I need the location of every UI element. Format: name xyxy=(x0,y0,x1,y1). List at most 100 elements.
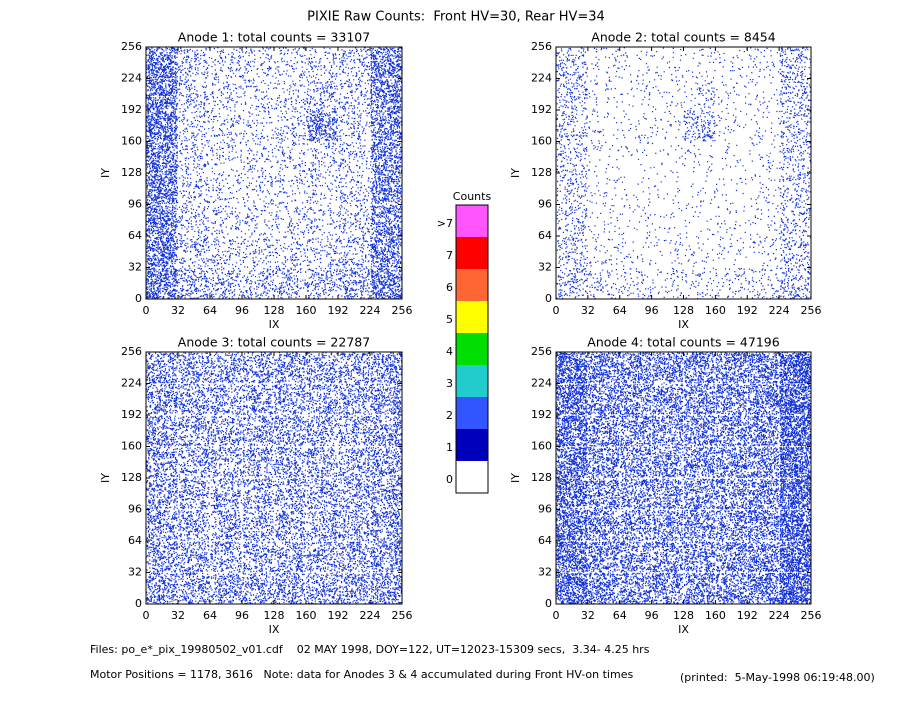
panel-title: Anode 1: total counts = 33107 xyxy=(178,30,370,45)
y-tick-label: 64 xyxy=(538,229,552,242)
density-cell xyxy=(556,446,588,479)
density-cell xyxy=(242,110,274,142)
x-tick-label: 64 xyxy=(613,304,627,317)
density-cell xyxy=(242,383,274,415)
density-cell xyxy=(589,237,620,267)
density-cell xyxy=(587,446,620,479)
density-cell xyxy=(274,478,307,510)
x-tick-label: 160 xyxy=(705,609,726,622)
density-cell xyxy=(749,236,778,267)
y-tick-label: 256 xyxy=(121,345,142,358)
density-cell xyxy=(146,572,179,605)
density-cell xyxy=(370,267,403,300)
x-tick-label: 96 xyxy=(645,304,659,317)
density-cell xyxy=(715,352,748,384)
density-cell xyxy=(210,110,242,142)
density-cell xyxy=(370,446,403,478)
density-cell xyxy=(556,142,588,173)
density-cell xyxy=(210,478,242,510)
density-cell xyxy=(779,236,812,268)
density-cell xyxy=(306,236,339,268)
colorbar-label: 4 xyxy=(446,345,453,358)
density-cell xyxy=(338,478,371,510)
density-cell xyxy=(779,415,812,447)
colorbar-label: 3 xyxy=(446,377,453,390)
density-cell xyxy=(721,143,747,171)
x-tick-label: 128 xyxy=(264,609,285,622)
x-tick-label: 192 xyxy=(737,609,758,622)
density-cell xyxy=(210,573,242,605)
x-tick-label: 0 xyxy=(143,609,150,622)
density-cell xyxy=(556,236,588,267)
y-tick-label: 96 xyxy=(538,503,552,516)
density-cell xyxy=(651,541,684,573)
density-cell xyxy=(651,208,683,237)
x-tick-label: 160 xyxy=(705,304,726,317)
density-cell xyxy=(146,236,179,268)
density-cell xyxy=(716,78,747,110)
density-cell xyxy=(651,478,684,510)
density-cell xyxy=(370,352,403,384)
color-swatch xyxy=(456,365,488,397)
y-tick-label: 0 xyxy=(135,292,142,305)
footer-printed: (printed: 5-May-1998 06:19:48.00) xyxy=(680,671,875,684)
density-cell xyxy=(556,78,588,110)
density-cell xyxy=(651,446,684,479)
density-cell xyxy=(211,47,242,79)
y-tick-label: 224 xyxy=(121,72,142,85)
density-cell xyxy=(556,383,589,415)
density-cell xyxy=(591,47,620,78)
y-axis-label: IY xyxy=(509,473,522,483)
density-cell xyxy=(653,173,681,204)
density-cell xyxy=(210,352,243,384)
density-cell xyxy=(715,206,747,236)
y-tick-label: 96 xyxy=(128,503,142,516)
colorbar-title: Counts xyxy=(453,190,492,203)
x-tick-label: 224 xyxy=(360,609,381,622)
y-tick-label: 160 xyxy=(531,135,552,148)
density-cell xyxy=(338,47,370,79)
density-cell xyxy=(779,47,812,79)
density-cell xyxy=(370,141,403,174)
density-cell xyxy=(242,268,275,300)
density-cell xyxy=(620,237,652,267)
density-cell xyxy=(688,175,716,205)
x-tick-label: 96 xyxy=(235,304,249,317)
y-tick-label: 224 xyxy=(531,72,552,85)
y-tick-label: 160 xyxy=(121,135,142,148)
density-cell xyxy=(747,267,780,299)
density-cell xyxy=(619,509,652,542)
plot-frame xyxy=(555,46,812,300)
density-cell xyxy=(779,352,812,384)
density-cell xyxy=(715,572,748,605)
density-cell xyxy=(370,541,403,573)
density-cell xyxy=(306,383,338,416)
y-axis-label: IY xyxy=(99,168,112,178)
y-tick-label: 64 xyxy=(128,229,142,242)
density-cell xyxy=(146,478,178,510)
density-cell xyxy=(715,383,748,416)
color-swatch xyxy=(456,333,488,365)
density-cell xyxy=(715,267,747,300)
x-tick-label: 128 xyxy=(673,304,694,317)
colorbar-label: 1 xyxy=(446,441,453,454)
footer-files: Files: po_e*_pix_19980502_v01.cdf 02 MAY… xyxy=(90,643,650,656)
density-cell xyxy=(274,267,307,299)
density-cell xyxy=(306,446,338,479)
density-cell xyxy=(306,352,338,384)
density-cell xyxy=(274,80,306,110)
density-cell xyxy=(715,446,748,479)
y-tick-label: 224 xyxy=(531,377,552,390)
density-cell xyxy=(274,352,306,384)
density-cell xyxy=(588,541,620,573)
density-cell xyxy=(588,110,619,142)
density-cell xyxy=(210,141,242,173)
y-axis-label: IY xyxy=(509,168,522,178)
density-cell xyxy=(210,446,243,478)
density-cell xyxy=(620,110,652,141)
density-cell xyxy=(370,383,402,415)
density-cell xyxy=(588,175,620,205)
density-cell xyxy=(370,47,403,79)
density-cell xyxy=(684,204,715,236)
